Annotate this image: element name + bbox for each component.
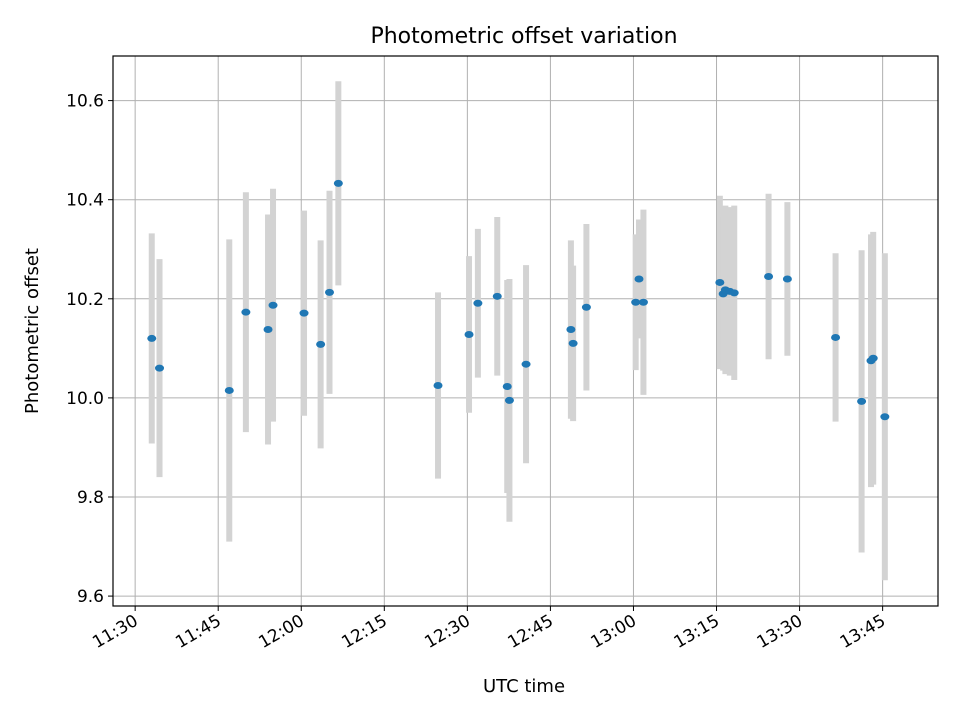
data-point xyxy=(638,298,648,306)
data-point xyxy=(224,386,234,394)
y-axis-label: Photometric offset xyxy=(22,248,43,414)
data-point xyxy=(492,292,502,300)
data-point xyxy=(868,354,878,362)
y-tick-label: 10.4 xyxy=(66,191,104,211)
data-point xyxy=(857,397,867,405)
y-tick-label: 10.0 xyxy=(66,389,104,409)
data-point xyxy=(147,334,157,342)
x-tick-label: 12:45 xyxy=(504,611,556,653)
x-axis-ticks: 11:30 11:45 12:00 12:15 12:30 12:45 13:00 13:15… xyxy=(89,606,889,653)
data-point xyxy=(299,309,309,317)
x-tick-label: 12:30 xyxy=(421,611,473,653)
data-points xyxy=(147,179,890,421)
data-point xyxy=(880,413,890,421)
x-tick-label: 12:15 xyxy=(338,611,390,653)
x-tick-label: 11:30 xyxy=(89,611,141,653)
x-tick-label: 11:45 xyxy=(172,611,224,653)
data-point xyxy=(729,289,739,297)
data-point xyxy=(831,333,841,341)
y-tick-label: 9.8 xyxy=(77,488,104,508)
data-point xyxy=(316,340,326,348)
data-point xyxy=(581,303,591,311)
y-axis-ticks: 9.6 9.8 10.0 10.2 10.4 10.6 xyxy=(66,92,113,607)
x-tick-label: 13:15 xyxy=(671,611,723,653)
data-point xyxy=(464,330,474,338)
x-axis-label: UTC time xyxy=(483,676,565,697)
x-tick-label: 13:00 xyxy=(588,611,640,653)
data-point xyxy=(241,308,251,316)
x-tick-label: 12:00 xyxy=(255,611,307,653)
y-tick-label: 10.2 xyxy=(66,290,104,310)
data-point xyxy=(521,360,531,368)
data-point xyxy=(473,299,483,307)
data-point xyxy=(634,275,644,283)
data-point xyxy=(764,272,774,280)
x-tick-label: 13:45 xyxy=(837,611,889,653)
data-point xyxy=(566,326,576,334)
data-point xyxy=(502,382,512,390)
data-point xyxy=(715,278,725,286)
data-point xyxy=(263,326,273,334)
data-point xyxy=(155,364,165,372)
plot-frame xyxy=(112,55,939,607)
chart-title: Photometric offset variation xyxy=(370,24,677,49)
data-point xyxy=(504,396,514,404)
data-point xyxy=(433,382,443,390)
data-point xyxy=(782,275,792,283)
error-bars xyxy=(148,81,888,581)
y-tick-label: 10.6 xyxy=(66,92,104,112)
data-point xyxy=(324,288,334,296)
y-tick-label: 9.6 xyxy=(77,587,104,607)
x-tick-label: 13:30 xyxy=(754,611,806,653)
data-point xyxy=(631,298,641,306)
data-point xyxy=(268,301,278,309)
data-point xyxy=(333,179,343,187)
data-point xyxy=(568,339,578,347)
